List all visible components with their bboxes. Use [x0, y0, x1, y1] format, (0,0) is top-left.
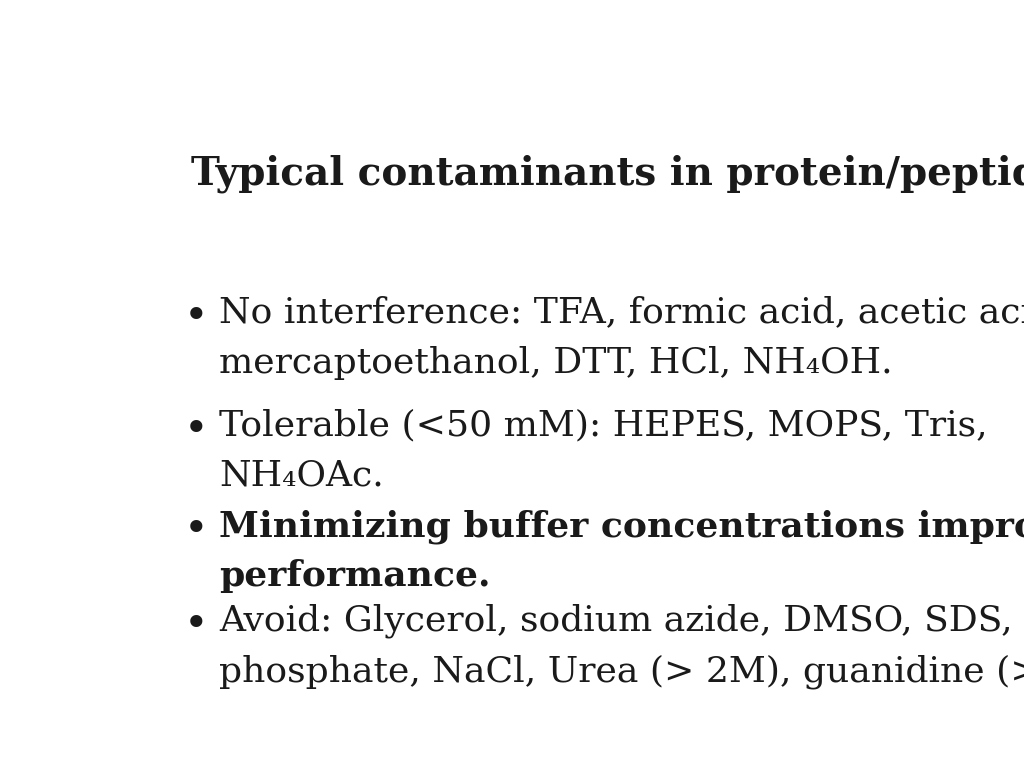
Text: Typical contaminants in protein/peptide samples: Typical contaminants in protein/peptide …	[191, 154, 1024, 193]
Text: phosphate, NaCl, Urea (> 2M), guanidine (>2M): phosphate, NaCl, Urea (> 2M), guanidine …	[219, 654, 1024, 689]
Text: Tolerable (<50 mM): HEPES, MOPS, Tris,: Tolerable (<50 mM): HEPES, MOPS, Tris,	[219, 409, 988, 442]
Text: NH₄OAc.: NH₄OAc.	[219, 458, 384, 493]
Text: mercaptoethanol, DTT, HCl, NH₄OH.: mercaptoethanol, DTT, HCl, NH₄OH.	[219, 346, 893, 380]
Text: performance.: performance.	[219, 559, 490, 594]
Text: Avoid: Glycerol, sodium azide, DMSO, SDS,: Avoid: Glycerol, sodium azide, DMSO, SDS…	[219, 604, 1013, 638]
Text: •: •	[183, 409, 208, 451]
Text: Minimizing buffer concentrations improves: Minimizing buffer concentrations improve…	[219, 509, 1024, 544]
Text: •: •	[183, 509, 208, 551]
Text: •: •	[183, 604, 208, 646]
Text: No interference: TFA, formic acid, acetic acid, β-: No interference: TFA, formic acid, aceti…	[219, 296, 1024, 330]
Text: •: •	[183, 296, 208, 338]
